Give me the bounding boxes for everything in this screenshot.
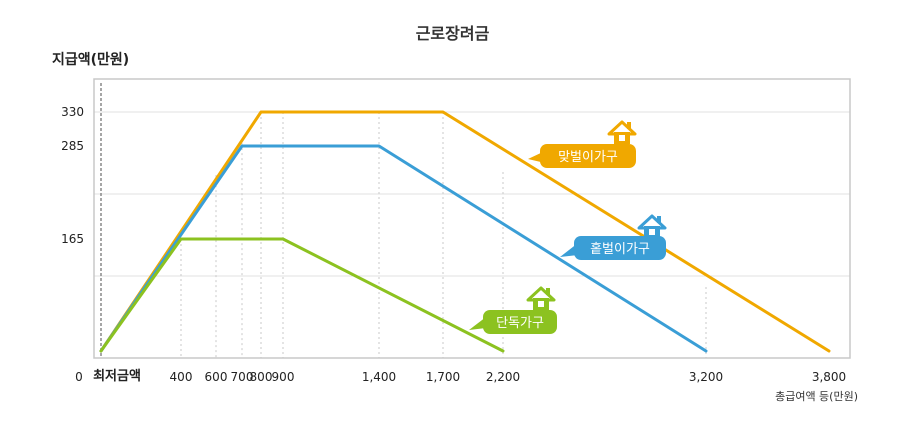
house-chimney (627, 122, 631, 129)
house-window (619, 135, 625, 141)
callout-tail (469, 317, 486, 330)
y-tick-label: 165 (61, 232, 84, 246)
min-wage-label: 최저금액 (93, 369, 141, 384)
x-tick-label: 900 (272, 370, 295, 384)
callout-1: 맞벌이가구 (528, 120, 637, 168)
y-tick-label: 285 (61, 139, 84, 153)
x-tick-label: 1,400 (362, 370, 396, 384)
callout-2: 홑벌이가구 (560, 214, 667, 260)
series-line-3 (99, 237, 505, 353)
x-axis-label: 총급여액 등(만원) (775, 390, 858, 403)
series-label: 단독가구 (496, 316, 544, 331)
series-line-1 (99, 110, 831, 353)
house-icon (607, 120, 637, 144)
callout-box (540, 144, 636, 168)
house-chimney (546, 288, 550, 295)
y-axis-label: 지급액(만원) (52, 52, 130, 68)
x-tick-label: 700 (231, 370, 254, 384)
series-line-2 (99, 144, 708, 353)
y-tick-label: 330 (61, 105, 84, 119)
callout-box (574, 236, 666, 260)
series-label: 홑벌이가구 (590, 242, 650, 257)
x-tick-zero-label: 0 (75, 370, 83, 384)
x-tick-label: 3,200 (689, 370, 723, 384)
house-icon (637, 214, 667, 238)
callout-3: 단독가구 (469, 286, 557, 334)
x-tick-label: 800 (250, 370, 273, 384)
house-window (538, 301, 544, 307)
chart-title: 근로장려금 (415, 24, 490, 43)
plot-frame (93, 78, 851, 359)
series-lines (99, 110, 831, 353)
callout-box (483, 310, 557, 334)
x-tick-label: 2,200 (486, 370, 520, 384)
house-icon (526, 286, 556, 310)
x-tick-label: 400 (170, 370, 193, 384)
grid (94, 83, 850, 358)
house-window (649, 229, 655, 235)
x-tick-label: 600 (205, 370, 228, 384)
series-label: 맞벌이가구 (558, 150, 618, 165)
x-tick-label: 3,800 (812, 370, 846, 384)
callout-tail (560, 243, 578, 257)
x-tick-label: 1,700 (426, 370, 460, 384)
house-chimney (657, 216, 661, 223)
